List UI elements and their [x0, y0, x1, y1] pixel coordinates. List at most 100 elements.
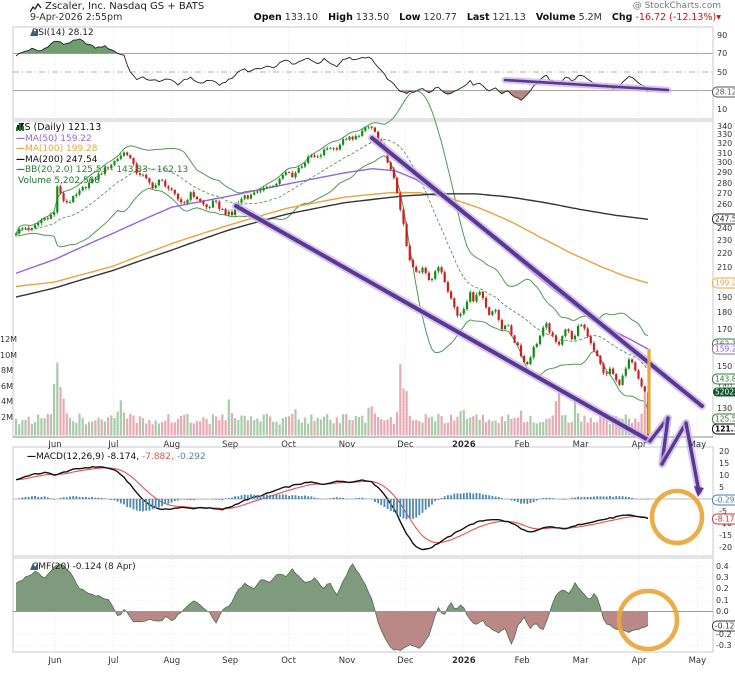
month-label: Aug [163, 440, 181, 450]
rsi-axis-tick: 90 [717, 30, 728, 40]
month-label: Mar [572, 440, 589, 450]
volume-axis-tick: 4M [1, 397, 13, 407]
month-label: Nov [338, 440, 356, 450]
open-label: Open [253, 11, 282, 23]
axis-value-badge: 5202568 [712, 386, 735, 398]
cmf-axis-tick: 0.4 [716, 561, 729, 571]
rsi-line [15, 38, 649, 101]
cmf-axis-tick: 0.0 [716, 607, 729, 616]
macd-axis-tick: -5 [719, 506, 727, 516]
volume-axis-tick: 6M [1, 381, 13, 391]
axis-value-badge: 247.54 [712, 213, 735, 225]
month-label-bottom: Jul [108, 656, 119, 666]
arrowhead-icon [694, 486, 704, 497]
price-axis-tick: 180 [717, 308, 733, 318]
macd-legend: —MACD(12,26,9) -8.174, -7.882, -0.292 [27, 452, 206, 462]
low-value: 120.77 [423, 11, 457, 23]
month-label-bottom: Oct [281, 656, 296, 666]
cmf-axis-tick: -0.3 [716, 640, 732, 650]
macd-panel [13, 465, 713, 551]
rsi-axis-tick: 50 [717, 67, 728, 77]
month-label-bottom: Nov [338, 656, 356, 666]
symbol-title: Zscaler, Inc. Nasdaq GS + BATS [45, 1, 205, 12]
last-value: 121.13 [492, 11, 526, 23]
price-axis-tick: 290 [717, 168, 733, 178]
axis-value-badge: 199.28 [712, 277, 735, 289]
rsi-axis-tick: 10 [717, 104, 728, 114]
price-legend-volume: Volume 5,202,568 [16, 124, 188, 187]
lower-channel-line [234, 204, 652, 443]
volume-label: Volume [535, 11, 576, 23]
price-legend-ma100: —MA(100) 199.28 [16, 144, 98, 154]
price-axis-tick: 270 [717, 189, 733, 199]
open-value: 133.10 [284, 11, 319, 23]
macd-axis-tick: 15 [719, 458, 730, 468]
rsi-panel [13, 38, 713, 101]
month-label-bottom: Mar [572, 656, 589, 666]
bb-upper-band [15, 90, 649, 337]
month-label-bottom: 2026 [451, 656, 476, 666]
price-axis-tick: 150 [717, 362, 733, 372]
axis-value-badge: -0.292 [712, 494, 735, 506]
axis-value-badge: 125.53 [712, 413, 735, 425]
macd-axis-tick: 10 [719, 470, 730, 480]
breakdown-zigzag-arrow [684, 421, 701, 494]
cmf-highlight-circle [616, 588, 680, 652]
month-label-bottom: Dec [397, 656, 414, 666]
cmf-positive-area [16, 563, 648, 612]
high-label: High [328, 11, 353, 23]
month-label-bottom: Jun [48, 656, 62, 666]
chg-label: Chg [611, 11, 633, 23]
month-label-bottom: May [688, 656, 707, 666]
volume-value: 5.2M [578, 11, 602, 23]
macd-axis-tick: 20 [719, 446, 730, 456]
price-legend-bb: —BB(20,2.0) 125.53 - 143.83 - 162.13 [16, 165, 189, 175]
cmf-axis-tick: 0.3 [716, 573, 729, 583]
volume-bars [14, 362, 650, 436]
cmf-panel [13, 563, 713, 652]
axis-value-badge: -0.124 [712, 620, 735, 631]
price-axis-tick: 330 [717, 130, 733, 140]
macd-axis-tick: -15 [719, 530, 733, 540]
rsi-overbought-fill [16, 39, 648, 54]
rsi-axis-tick: 70 [717, 49, 728, 58]
month-label-bottom: Apr [631, 656, 647, 666]
cmf-line [15, 563, 649, 652]
macd-signal-value: -7.882, [141, 452, 174, 462]
chart-datetime: 9-Apr-2026 2:55pm [30, 12, 123, 23]
rsi-legend: RSI(14) 28.12 [30, 28, 94, 38]
price-axis-tick: 310 [717, 148, 733, 158]
price-axis-tick: 170 [717, 325, 733, 335]
last-label: Last [466, 11, 490, 23]
price-legend: ZS (Daily) 121.13 —MA(50) 159.22 —MA(100… [16, 122, 189, 187]
month-label: Jul [108, 440, 119, 450]
price-legend-main: ZS (Daily) 121.13 [17, 122, 102, 133]
macd-histogram [18, 492, 649, 520]
month-label-bottom: Feb [514, 656, 530, 666]
copyright: @ StockCharts.com [632, 1, 721, 11]
price-axis-tick: 340 [717, 121, 733, 131]
month-label: Feb [514, 440, 530, 450]
bb-lower-band [15, 155, 649, 411]
price-legend-ma200: —MA(200) 247.54 [16, 154, 98, 165]
price-axis-tick: 320 [717, 139, 733, 149]
axis-value-badge: 159.22 [712, 343, 735, 355]
axis-value-badge: 28.12 [712, 86, 735, 98]
low-label: Low [399, 11, 421, 23]
price-axis-tick: 210 [717, 263, 733, 273]
rsi-trendline [503, 78, 670, 92]
chg-value: -16.72 (-12.13%) [635, 11, 717, 23]
panel-frames [12, 26, 714, 653]
upper-channel-line [370, 136, 704, 408]
month-label: Jun [48, 440, 62, 450]
month-label-bottom: Sep [222, 656, 239, 666]
month-label: Sep [222, 440, 239, 450]
macd-axis-tick: -20 [719, 542, 733, 552]
chg-down-triangle-icon: ▾ [716, 11, 721, 23]
price-axis-tick: 130 [717, 404, 733, 414]
high-value: 133.50 [355, 11, 390, 23]
month-label: Dec [397, 440, 414, 450]
month-label: 2026 [451, 440, 476, 450]
